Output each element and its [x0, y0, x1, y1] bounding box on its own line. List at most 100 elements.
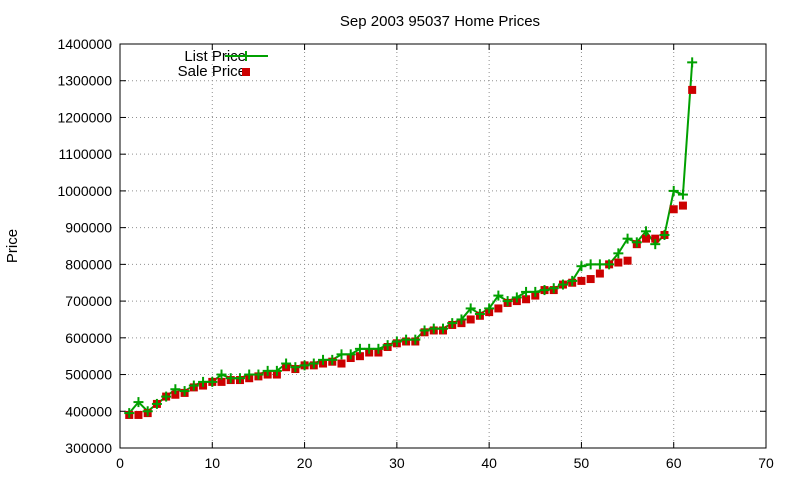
x-tick-label: 50 — [574, 455, 590, 471]
list-price-point — [650, 239, 661, 250]
list-price-point — [151, 398, 162, 409]
list-price-point — [641, 226, 652, 237]
x-tick-label: 0 — [116, 455, 124, 471]
list-price-point — [557, 279, 568, 290]
sale-price-point — [217, 377, 226, 386]
list-price-point — [345, 349, 356, 360]
list-price-point — [299, 360, 310, 371]
list-price-point — [594, 259, 605, 270]
y-tick-label: 700000 — [65, 293, 112, 309]
y-tick-label: 800000 — [65, 256, 112, 272]
series-layer — [124, 57, 698, 419]
list-price-point — [262, 365, 273, 376]
y-tick-label: 400000 — [65, 403, 112, 419]
list-price-point — [622, 233, 633, 244]
list-price-point — [539, 285, 550, 296]
sale-price-point — [669, 205, 678, 214]
y-tick-label: 1200000 — [57, 109, 112, 125]
list-price-point — [659, 229, 670, 240]
list-price-point — [677, 189, 688, 200]
list-price-point — [336, 349, 347, 360]
list-price-point — [142, 406, 153, 417]
list-price-point — [401, 334, 412, 345]
sale-price-point — [494, 304, 503, 313]
list-price-point — [382, 340, 393, 351]
sale-price-point — [642, 234, 651, 243]
y-tick-label: 500000 — [65, 367, 112, 383]
y-tick-label: 1000000 — [57, 183, 112, 199]
list-price-point — [327, 354, 338, 365]
x-tick-label: 60 — [666, 455, 682, 471]
list-price-point — [604, 259, 615, 270]
y-tick-label: 1300000 — [57, 73, 112, 89]
list-price-point — [613, 248, 624, 259]
x-tick-label: 10 — [204, 455, 220, 471]
chart-title: Sep 2003 95037 Home Prices — [340, 13, 540, 30]
list-price-line — [128, 62, 694, 414]
list-price-point — [161, 391, 172, 402]
list-price-point — [438, 323, 448, 334]
y-tick-label: 300000 — [65, 440, 112, 456]
list-price-point — [354, 343, 365, 354]
list-price-point — [216, 369, 227, 380]
list-price-point — [207, 376, 218, 387]
sale-price-point — [337, 359, 346, 368]
list-price-point — [318, 354, 329, 365]
list-price-point — [484, 303, 495, 314]
sale-price-point — [355, 352, 364, 361]
list-price-point — [428, 323, 439, 334]
list-price-point — [585, 259, 596, 270]
list-price-point — [631, 237, 642, 248]
list-price-point — [364, 343, 375, 354]
list-price-point — [133, 397, 144, 408]
list-price-point — [530, 286, 541, 297]
list-price-point — [410, 334, 421, 345]
y-tick-label: 900000 — [65, 220, 112, 236]
list-price-point — [447, 318, 458, 329]
sale-price-point — [522, 295, 531, 304]
sale-price-point — [688, 85, 697, 94]
list-price-point — [687, 57, 698, 68]
list-price-point — [253, 369, 264, 380]
x-tick-label: 40 — [481, 455, 497, 471]
legend-label-sale-price: Sale Price — [178, 63, 246, 80]
sale-price-point — [678, 201, 687, 210]
list-price-point — [493, 290, 504, 301]
sale-price-point — [466, 315, 475, 324]
sale-price-point — [595, 269, 604, 278]
list-price-point — [373, 343, 384, 354]
list-price-point — [502, 296, 513, 307]
list-price-point — [234, 373, 245, 384]
legend-label-list-price: List Price — [184, 48, 246, 65]
axes: 300000 400000 500000 600000 700000 800000 9000… — [57, 36, 774, 471]
y-tick-label: 1400000 — [57, 36, 112, 52]
y-tick-label: 1100000 — [59, 146, 113, 162]
y-axis-label: Price — [4, 229, 21, 263]
sale-price-point — [586, 275, 595, 284]
list-price-point — [419, 325, 430, 336]
list-price-point — [244, 369, 255, 380]
list-price-point — [290, 362, 301, 373]
list-price-point — [271, 365, 282, 376]
list-price-point — [521, 286, 532, 297]
list-price-point — [511, 292, 522, 303]
sale-price-point — [577, 276, 586, 285]
grid — [120, 44, 766, 448]
list-price-point — [225, 373, 236, 384]
plot-frame — [119, 43, 767, 449]
sale-price-point — [623, 256, 632, 265]
list-price-point — [576, 261, 587, 272]
list-price-point — [465, 303, 476, 314]
sale-price-point — [171, 390, 180, 399]
sale-price-point — [651, 234, 660, 243]
y-tick-label: 600000 — [65, 330, 112, 346]
list-price-point — [391, 336, 402, 347]
legend-swatch-sale — [242, 68, 250, 76]
x-tick-label: 20 — [297, 455, 313, 471]
list-price-point — [124, 408, 135, 419]
list-price-point — [198, 376, 209, 387]
list-price-point — [456, 314, 467, 325]
list-price-point — [668, 185, 679, 196]
